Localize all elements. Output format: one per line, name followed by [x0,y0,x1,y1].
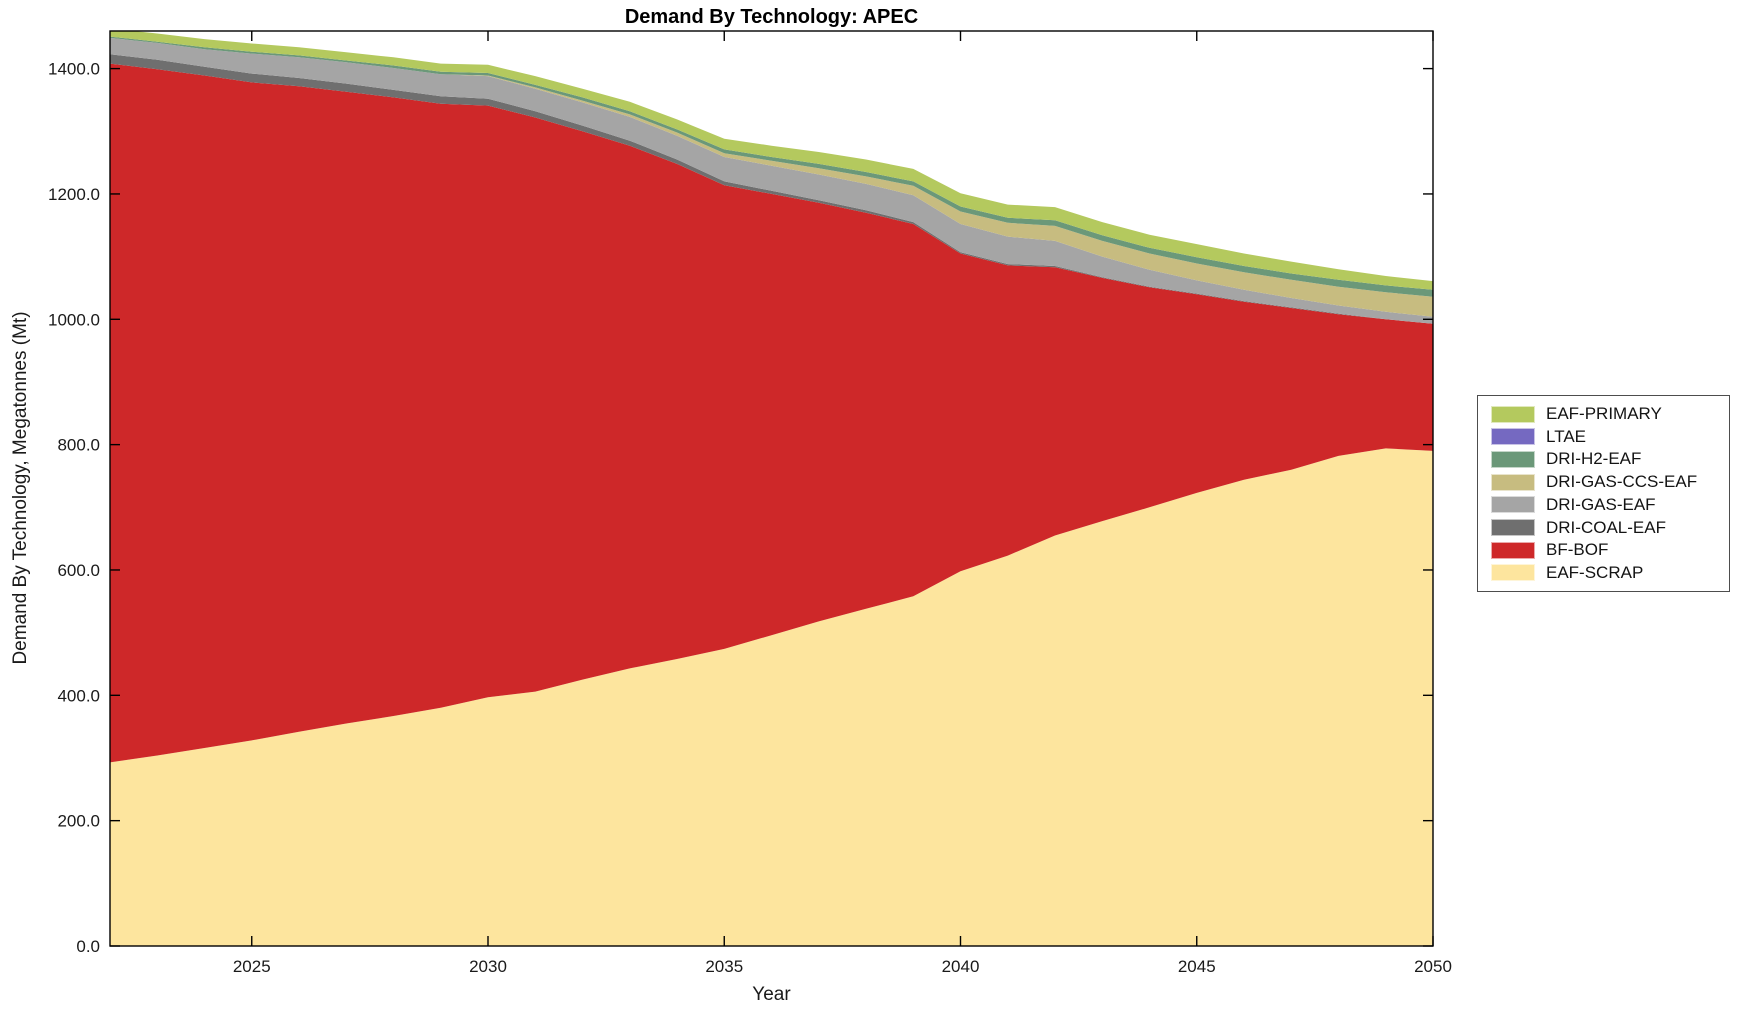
y-tick-label: 400.0 [57,686,100,705]
x-tick-label: 2045 [1178,957,1216,976]
area-dri-gas-eaf [110,37,1433,324]
legend-swatch [1491,564,1535,582]
legend-item-dri-coal-eaf: DRI-COAL-EAF [1491,518,1723,538]
legend-label: DRI-COAL-EAF [1546,517,1666,537]
x-tick-label: 2030 [469,957,507,976]
legend-label: DRI-H2-EAF [1546,449,1642,469]
legend-swatch [1491,496,1535,514]
y-tick-label: 200.0 [57,812,100,831]
y-tick-label: 1000.0 [48,310,100,329]
legend-item-bf-bof: BF-BOF [1491,540,1723,560]
tick-labels: 2025 2030 2035 2040 2045 2050 0.0 200.0 400.0 600… [48,60,1452,976]
legend-item-ltae: LTAE [1491,427,1723,447]
legend-label: DRI-GAS-EAF [1546,494,1656,514]
legend-swatch [1491,473,1535,491]
legend-label: LTAE [1546,426,1586,446]
legend-item-dri-gas-ccs-eaf: DRI-GAS-CCS-EAF [1491,472,1723,492]
legend-label: EAF-PRIMARY [1546,404,1662,423]
legend-swatch [1491,450,1535,468]
area-eaf-primary [110,31,1433,290]
y-tick-label: 1200.0 [48,185,100,204]
x-tick-label: 2050 [1414,957,1452,976]
tick-marks [110,31,1434,947]
area-eaf-scrap [110,448,1433,946]
legend-label: DRI-GAS-CCS-EAF [1546,472,1698,492]
legend-item-eaf-scrap: EAF-SCRAP [1491,563,1723,583]
y-tick-label: 1400.0 [48,60,100,79]
legend-item-dri-gas-eaf: DRI-GAS-EAF [1491,495,1723,515]
chart-title: Demand By Technology: APEC [624,6,919,28]
y-axis-label: Demand By Technology, Megatonnes (Mt) [10,311,31,665]
area-bf-bof [110,63,1433,763]
legend-swatch [1491,541,1535,559]
y-tick-label: 0.0 [76,937,100,956]
x-tick-label: 2035 [705,957,743,976]
legend-item-dri-h2-eaf: DRI-H2-EAF [1491,449,1723,469]
legend-item-eaf-primary: EAF-PRIMARY [1491,404,1723,424]
legend-label: BF-BOF [1546,540,1609,560]
legend: EAF-PRIMARY LTAE DRI-H2-EAF DRI-GAS-CCS-EAF… [1477,395,1730,592]
x-axis-label: Year [752,984,791,1005]
y-tick-label: 600.0 [57,561,100,580]
legend-swatch [1491,428,1535,446]
x-tick-label: 2040 [942,957,980,976]
area-dri-gas-ccs-eaf [110,37,1433,317]
x-tick-label: 2025 [233,957,271,976]
legend-swatch [1491,405,1535,423]
legend-label: EAF-SCRAP [1546,562,1644,582]
plot-area [110,31,1433,946]
legend-swatch [1491,519,1535,537]
axes-border [109,30,1434,947]
y-tick-label: 800.0 [57,436,100,455]
